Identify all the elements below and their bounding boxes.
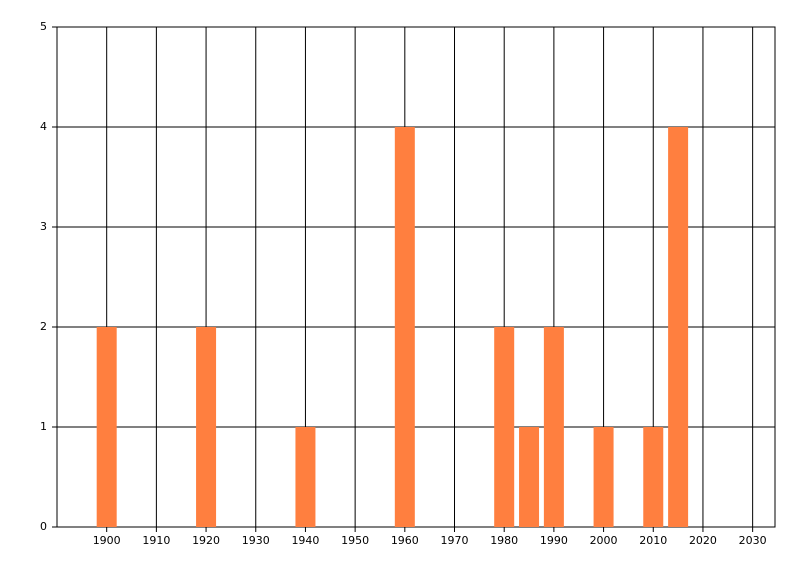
- x-tick-label: 1920: [192, 534, 220, 547]
- bar: [295, 427, 316, 527]
- y-tick-label: 4: [40, 120, 47, 133]
- bar: [196, 327, 217, 527]
- bar: [668, 127, 689, 527]
- bar: [643, 427, 664, 527]
- y-tick-label: 3: [40, 220, 47, 233]
- x-tick-label: 2010: [639, 534, 667, 547]
- bar: [96, 327, 117, 527]
- x-tick-label: 2030: [739, 534, 767, 547]
- x-tick-label: 1980: [490, 534, 518, 547]
- x-tick-label: 1940: [291, 534, 319, 547]
- plot-frame: [56, 26, 776, 528]
- bar: [543, 327, 564, 527]
- x-tick-label: 2020: [689, 534, 717, 547]
- x-tick-label: 1960: [391, 534, 419, 547]
- y-tick-label: 5: [40, 20, 47, 33]
- y-tick-label: 0: [40, 520, 47, 533]
- x-tick-label: 1950: [341, 534, 369, 547]
- y-tick-label: 1: [40, 420, 47, 433]
- x-tick-label: 1970: [441, 534, 469, 547]
- bar: [519, 427, 540, 527]
- x-tick-label: 1990: [540, 534, 568, 547]
- bar: [494, 327, 515, 527]
- y-tick-label: 2: [40, 320, 47, 333]
- x-tick-label: 1910: [142, 534, 170, 547]
- x-tick-label: 2000: [590, 534, 618, 547]
- bar: [394, 127, 415, 527]
- bar: [593, 427, 614, 527]
- x-tick-label: 1930: [242, 534, 270, 547]
- x-tick-label: 1900: [93, 534, 121, 547]
